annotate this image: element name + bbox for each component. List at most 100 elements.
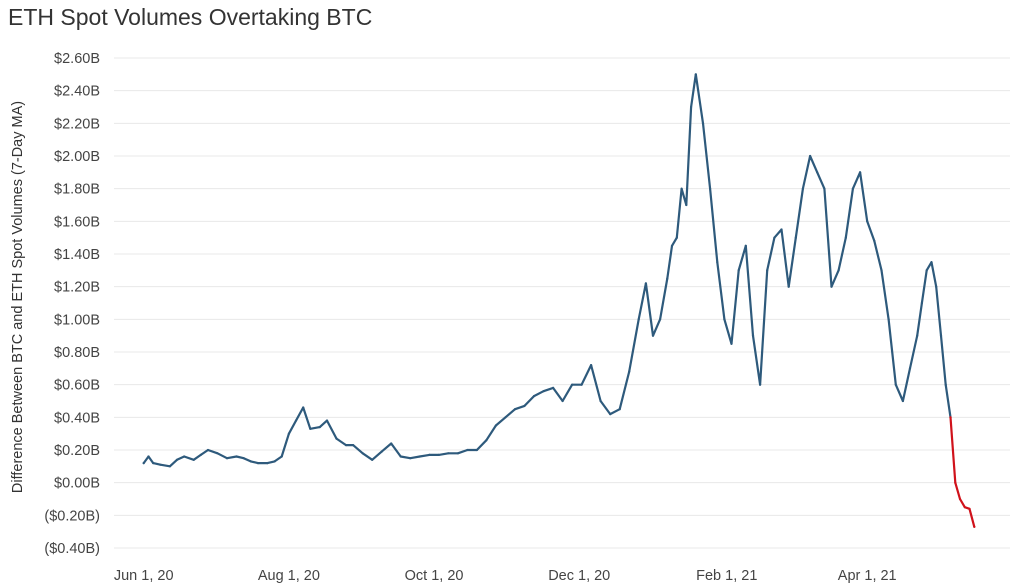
- data-point: [418, 455, 421, 458]
- data-point: [466, 448, 469, 452]
- y-tick-label: $1.00B: [54, 312, 100, 328]
- y-tick-label: $1.80B: [54, 182, 100, 198]
- data-point: [152, 462, 155, 465]
- data-point: [523, 404, 526, 407]
- data-point: [302, 406, 305, 409]
- data-point: [309, 427, 312, 430]
- data-point: [716, 261, 719, 264]
- x-tick-label: Jun 1, 20: [114, 568, 174, 584]
- data-point: [685, 203, 688, 207]
- data-point: [280, 455, 283, 458]
- data-point: [628, 370, 631, 373]
- data-point: [456, 452, 459, 455]
- data-point: [873, 239, 876, 242]
- data-point: [344, 444, 348, 447]
- data-point: [690, 105, 693, 109]
- data-point: [751, 334, 755, 337]
- data-point: [428, 453, 431, 456]
- data-point: [513, 408, 517, 411]
- data-point: [944, 383, 947, 386]
- y-tick-label: $0.20B: [54, 443, 100, 459]
- data-point: [361, 452, 364, 455]
- gridlines: [114, 57, 1010, 549]
- data-point: [590, 364, 593, 367]
- data-point: [318, 426, 321, 429]
- y-tick-label: ($0.20B): [44, 508, 100, 524]
- data-point: [542, 390, 545, 393]
- data-point: [787, 285, 790, 288]
- data-point: [801, 187, 805, 190]
- data-point: [659, 318, 662, 321]
- data-point: [759, 383, 762, 386]
- data-point: [609, 413, 612, 416]
- y-tick-label: ($0.40B): [44, 541, 100, 557]
- data-point: [159, 463, 162, 466]
- data-point: [773, 236, 776, 239]
- data-point: [859, 171, 862, 174]
- data-point: [437, 453, 440, 456]
- data-point: [939, 334, 943, 337]
- data-point: [837, 269, 840, 272]
- y-tick-label: $1.60B: [54, 214, 100, 230]
- data-point: [809, 154, 812, 158]
- x-tick-label: Feb 1, 21: [696, 568, 757, 584]
- data-point: [371, 458, 374, 461]
- data-point: [552, 386, 555, 389]
- data-point: [744, 244, 747, 247]
- data-point: [216, 452, 219, 455]
- y-tick-label: $2.20B: [54, 116, 100, 132]
- y-tick-label: $2.40B: [54, 84, 100, 100]
- data-point: [908, 367, 912, 370]
- data-point: [325, 419, 329, 422]
- data-point: [580, 383, 583, 386]
- data-point: [287, 432, 290, 435]
- data-point: [694, 73, 697, 76]
- data-point: [851, 187, 855, 190]
- data-point: [409, 457, 412, 460]
- x-tick-label: Apr 1, 21: [838, 568, 897, 584]
- data-point: [599, 399, 602, 403]
- data-point: [390, 442, 393, 445]
- data-point: [273, 460, 276, 463]
- y-tick-label: $1.20B: [54, 280, 100, 296]
- data-point: [666, 277, 669, 280]
- chart-title: ETH Spot Volumes Overtaking BTC: [8, 4, 373, 30]
- data-point: [794, 236, 797, 239]
- data-point: [973, 525, 976, 528]
- data-point: [880, 269, 883, 272]
- data-point: [225, 457, 229, 460]
- data-point: [949, 416, 952, 419]
- data-point: [168, 465, 171, 468]
- data-point: [766, 269, 769, 272]
- data-point: [730, 342, 733, 345]
- data-point: [352, 444, 355, 447]
- data-point: [249, 460, 252, 463]
- data-point: [485, 439, 488, 442]
- data-point: [916, 334, 919, 337]
- data-point: [494, 424, 497, 427]
- x-axis-ticks: Jun 1, 20 Aug 1, 20 Oct 1, 20 Dec 1, 20 Feb …: [114, 568, 897, 584]
- data-point: [925, 269, 928, 272]
- data-point: [901, 399, 905, 403]
- y-axis-ticks: $2.60B $2.40B $2.20B $2.00B $1.80B $1.60B $1.4…: [44, 51, 100, 557]
- x-tick-label: Aug 1, 20: [258, 568, 320, 584]
- data-point: [894, 383, 897, 386]
- y-tick-label: $0.80B: [54, 345, 100, 361]
- data-point: [637, 318, 640, 321]
- data-point: [192, 458, 195, 461]
- y-tick-label: $0.60B: [54, 378, 100, 394]
- data-point: [670, 244, 674, 247]
- data-point: [532, 395, 536, 398]
- data-point: [206, 448, 210, 452]
- data-point: [709, 187, 712, 190]
- data-point: [147, 455, 150, 458]
- data-point: [675, 236, 678, 239]
- series-line: [949, 416, 976, 528]
- data-point: [968, 507, 971, 510]
- data-point: [175, 458, 179, 461]
- data-point: [380, 450, 383, 453]
- data-point: [823, 187, 826, 190]
- data-point: [294, 419, 298, 422]
- y-tick-label: $0.00B: [54, 476, 100, 492]
- data-point: [618, 408, 621, 411]
